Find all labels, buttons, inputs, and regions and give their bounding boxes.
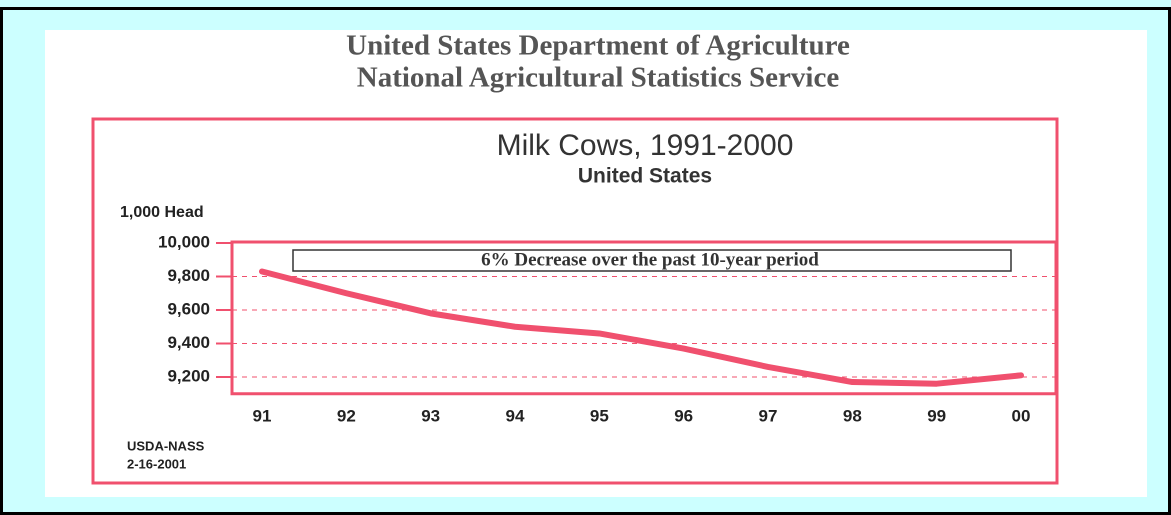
header-line: National Agricultural Statistics Service	[357, 62, 840, 94]
y-tick-label: 9,800	[167, 266, 210, 285]
y-axis-label: 1,000 Head	[120, 204, 204, 221]
x-tick-label: 91	[253, 406, 272, 425]
annotation-box	[292, 249, 1012, 272]
x-tick-label: 99	[927, 406, 946, 425]
source: 2-16-2001	[127, 456, 186, 471]
plot: 9,200 9,400 9,600 9,800 10,000 91 92 93 94 95 96 97…	[158, 232, 1058, 425]
x-tick-label: 92	[337, 406, 356, 425]
annotation: 6% Decrease over the past 10-year period	[481, 249, 819, 270]
chart-title: Milk Cows, 1991-2000	[497, 129, 794, 162]
y-tick-label: 9,400	[167, 333, 210, 352]
x-tick-label: 94	[506, 406, 525, 425]
y-tick-label: 9,200	[167, 366, 210, 385]
header-line: United States Department of Agriculture	[346, 30, 850, 62]
x-tick-label: 96	[674, 406, 693, 425]
x-tick-label: 00	[1012, 406, 1031, 425]
x-tick-label: 95	[590, 406, 609, 425]
x-tick-label: 93	[421, 406, 440, 425]
y-tick-label: 10,000	[158, 232, 210, 251]
data-line	[259, 268, 1024, 387]
chart-subtitle: United States	[578, 165, 712, 188]
y-tick-label: 9,600	[167, 299, 210, 318]
plot-border	[230, 240, 1058, 396]
x-tick-label: 97	[759, 406, 778, 425]
x-tick-label: 98	[843, 406, 862, 425]
source: USDA-NASS	[127, 438, 205, 453]
